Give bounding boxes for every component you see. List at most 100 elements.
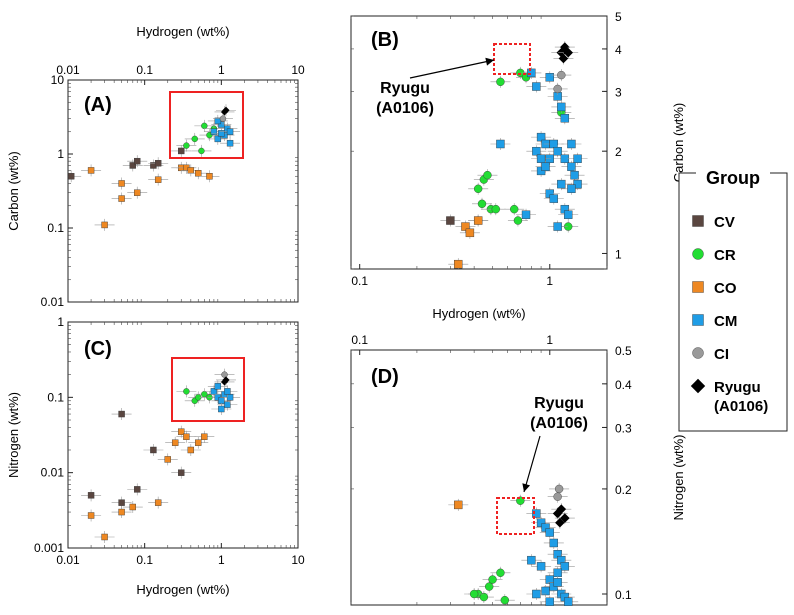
- point-cm: [553, 146, 562, 156]
- point-co: [154, 499, 162, 506]
- point-cm: [521, 210, 531, 219]
- point-ci: [553, 84, 562, 94]
- point-co: [195, 439, 202, 446]
- panel-1-ytick-label: 10: [51, 73, 65, 87]
- point-cv: [154, 160, 162, 167]
- panel-3-xlabel: Hydrogen (wt%): [136, 582, 229, 597]
- legend-label-4: CI: [714, 346, 729, 363]
- point-cm: [567, 139, 576, 149]
- panel-4-frame: [350, 349, 608, 606]
- point-cm: [549, 194, 559, 203]
- panel-3-ytick-label: 1: [57, 315, 64, 329]
- point-cr: [496, 568, 505, 578]
- point-ryugu: [560, 513, 570, 523]
- point-cm: [214, 135, 222, 143]
- panel-1-xtick-label: 10: [291, 63, 305, 77]
- panel-3-ytick-label: 0.001: [34, 541, 64, 555]
- point-ryugu: [222, 376, 230, 384]
- point-cr: [483, 170, 492, 180]
- point-cr: [491, 204, 500, 214]
- point-cr: [496, 77, 505, 87]
- point-cm: [541, 162, 550, 171]
- point-cm: [532, 589, 541, 599]
- legend-label-5: Ryugu: [714, 379, 761, 396]
- point-cm: [224, 401, 231, 408]
- panel-4-ytick-label: 0.2: [615, 483, 632, 497]
- point-cr: [469, 589, 479, 599]
- point-cv: [446, 216, 455, 225]
- point-cm: [549, 538, 559, 548]
- point-cr: [183, 142, 190, 149]
- point-cm: [553, 222, 562, 231]
- point-co: [187, 167, 195, 174]
- point-co: [87, 167, 95, 174]
- legend-marker-2: [692, 281, 704, 293]
- legend-marker-0: [692, 215, 704, 227]
- point-cm: [218, 397, 225, 404]
- panel-1-ylabel: Carbon (wt%): [6, 151, 21, 230]
- point-cm: [527, 555, 536, 565]
- point-cm: [218, 405, 225, 413]
- point-cr: [510, 204, 519, 214]
- point-cv: [87, 492, 95, 499]
- point-cm: [226, 394, 234, 401]
- point-co: [473, 216, 483, 225]
- point-cm: [545, 528, 554, 537]
- legend-marker-1: [692, 248, 704, 260]
- panel-1-xtick-label: 1: [218, 63, 225, 77]
- point-cm: [560, 114, 570, 123]
- panel-4-xtick-label: 1: [546, 333, 553, 347]
- point-cm: [532, 146, 541, 156]
- point-cr: [513, 216, 523, 225]
- panel-2-arrow-head: [485, 57, 494, 66]
- legend-title-bg: [696, 165, 770, 185]
- panel-3-ylabel: Nitrogen (wt%): [6, 392, 21, 478]
- point-cr: [473, 184, 483, 193]
- point-co: [454, 500, 463, 510]
- panel-1-ytick-label: 0.01: [41, 295, 65, 309]
- panel-3-frame: [67, 321, 299, 549]
- panel-1-xtick-label: 0.01: [56, 63, 80, 77]
- point-ci: [219, 115, 227, 122]
- legend-marker-4: [692, 347, 704, 359]
- point-cm: [536, 154, 546, 163]
- legend-label-3: CM: [714, 313, 737, 330]
- point-cm: [527, 68, 536, 78]
- panel-4-ytick-label: 0.1: [615, 588, 632, 602]
- panel-2-annotation-line: Ryugu: [380, 80, 430, 97]
- panel-2-letter: (B): [371, 29, 399, 51]
- point-cm: [496, 139, 505, 149]
- point-cm: [549, 139, 559, 149]
- point-cr: [500, 595, 510, 605]
- point-co: [134, 189, 141, 196]
- point-ci: [553, 492, 562, 501]
- point-co: [454, 259, 463, 269]
- point-ryugu: [556, 504, 567, 514]
- point-co: [206, 173, 213, 180]
- point-co: [201, 433, 208, 440]
- panel-2-xtick-label: 1: [546, 274, 553, 288]
- point-cm: [564, 597, 573, 606]
- point-co: [129, 503, 136, 511]
- panel-4-annotation-arrow: [523, 435, 541, 493]
- point-cr: [484, 582, 494, 591]
- point-cm: [570, 170, 579, 180]
- point-co: [187, 446, 195, 454]
- point-cm: [564, 210, 573, 219]
- point-cr: [191, 135, 198, 143]
- panel-4-ytick-label: 0.3: [615, 421, 632, 435]
- panel-2-ytick-label: 1: [615, 247, 622, 261]
- point-cm: [226, 128, 234, 135]
- point-cm: [573, 154, 582, 163]
- legend-title: Group: [706, 168, 760, 188]
- point-cv: [118, 499, 125, 506]
- point-cm: [218, 130, 225, 137]
- panel-1-frame: [67, 79, 299, 303]
- legend-marker-5: [690, 378, 706, 394]
- panel-3-ytick-label: 0.01: [41, 466, 65, 480]
- panel-4-annotation-line: Ryugu: [534, 395, 584, 412]
- point-cv: [118, 410, 125, 418]
- point-cm: [545, 597, 554, 606]
- point-cm: [560, 562, 570, 571]
